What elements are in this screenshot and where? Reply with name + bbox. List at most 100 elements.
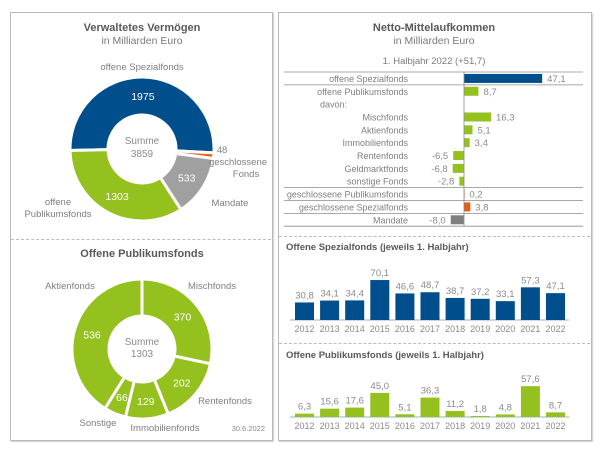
label-sonstige: Sonstige (80, 418, 117, 429)
slice-mischfonds (140, 277, 214, 366)
slice-value-mischfonds: 370 (174, 311, 192, 323)
x-tick-2016: 2016 (395, 421, 415, 431)
row-label-geldmarktfonds: Geldmarktfonds (344, 164, 408, 174)
bar-value-2015: 70,1 (371, 268, 390, 279)
bar-2012 (295, 413, 314, 417)
slice-value-sonstige: 66 (116, 392, 128, 404)
x-tick-2014: 2014 (345, 324, 365, 334)
x-tick-2021: 2021 (520, 324, 540, 334)
row-label-offene-publikumsfonds: offene Publikumsfonds (317, 87, 408, 97)
bar-sonstige-fonds (459, 176, 464, 186)
bar-offene-spezialfonds (464, 73, 543, 83)
bar-value-geschlossene-publikumsfonds: 0,2 (469, 190, 482, 201)
bar-2016 (395, 293, 415, 320)
label-offene-spezialfonds: offene Spezialfonds (100, 62, 184, 73)
publikum-history-chart: 6,3 2012 15,6 2013 17,6 2014 45,0 2015 5,1 2016 36… (290, 374, 569, 431)
x-tick-2022: 2022 (545, 324, 565, 334)
bar-value-2018: 38,7 (446, 286, 465, 297)
bar-2017 (420, 292, 440, 320)
row-label-mandate: Mandate (373, 215, 408, 225)
publikum-history-title: Offene Publikumsfonds (jeweils 1. Halbja… (286, 350, 484, 361)
bar-value-2012: 30,8 (295, 290, 314, 301)
bar-mandate (450, 215, 464, 225)
value-outside-geschlossene: 48 (217, 145, 228, 156)
verwaltetes-center-label: Summe (125, 136, 160, 147)
x-tick-2012: 2012 (294, 324, 314, 334)
bar-2018 (445, 411, 465, 417)
x-tick-2017: 2017 (420, 421, 440, 431)
bar-aktienfonds (464, 125, 473, 135)
bar-2013 (320, 408, 340, 417)
x-tick-2013: 2013 (320, 324, 340, 334)
bar-value-2022: 47,1 (546, 281, 565, 292)
bar-value-2012: 6,3 (298, 402, 311, 413)
bar-2014 (345, 300, 365, 320)
x-tick-2015: 2015 (370, 421, 390, 431)
slice-value-aktienfonds: 536 (83, 330, 101, 342)
verwaltetes-subtitle: in Milliarden Euro (101, 35, 182, 47)
bar-value-offene-publikumsfonds: 8,7 (483, 87, 496, 98)
right-divider-2 (279, 343, 590, 344)
slice-offene-spezialfonds (68, 75, 216, 155)
verwaltetes-title: Verwaltetes Vermögen (84, 22, 201, 34)
bar-value-2016: 5,1 (398, 402, 411, 413)
bar-2022 (546, 412, 565, 417)
bar-value-geldmarktfonds: -6,8 (431, 164, 447, 175)
row-label-aktienfonds: Aktienfonds (361, 125, 409, 135)
bar-value-2018: 11,2 (446, 399, 464, 410)
bar-value-2013: 34,1 (320, 289, 339, 300)
x-tick-2020: 2020 (495, 324, 515, 334)
bar-value-2017: 48,7 (421, 280, 440, 291)
spezial-history-chart: 30,8 2012 34,1 2013 34,4 2014 70,1 2015 46,6 2016… (290, 268, 569, 334)
bar-value-rentenfonds: -6,5 (432, 151, 448, 162)
bar-2013 (320, 300, 340, 320)
bar-mischfonds (464, 112, 492, 122)
row-label-sonstige-fonds: sonstige Fonds (347, 177, 409, 187)
label-rentenfonds: Rentenfonds (198, 396, 252, 407)
bar-geldmarktfonds (452, 163, 464, 173)
x-tick-2018: 2018 (445, 324, 465, 334)
slice-value-offene-spezialfonds: 1975 (131, 91, 155, 103)
bar-value-2014: 17,6 (345, 396, 364, 407)
bar-value-2021: 57,3 (521, 275, 540, 286)
bar-value-2019: 37,2 (471, 287, 490, 298)
bar-value-mandate: -8,0 (429, 215, 445, 226)
bar-2014 (345, 407, 365, 417)
bar-2020 (495, 301, 515, 320)
verwaltetes-center-value: 3859 (131, 149, 154, 160)
bar-2021 (520, 287, 540, 320)
bar-value-2020: 4,8 (499, 402, 512, 413)
bar-immobilienfonds (464, 138, 470, 148)
bar-value-2013: 15,6 (320, 397, 339, 408)
netto-title: Netto-Mittelaufkommen (373, 22, 496, 34)
x-tick-2019: 2019 (470, 421, 490, 431)
bar-2019 (470, 416, 490, 417)
netto-subtitle: in Milliarden Euro (393, 35, 474, 47)
x-tick-2022: 2022 (545, 421, 565, 431)
x-tick-2014: 2014 (345, 421, 365, 431)
right-divider-1 (279, 236, 590, 237)
row-label-geschlossene-publikumsfonds: geschlossene Publikumsfonds (287, 190, 409, 200)
row-label-davon: davon: (320, 100, 347, 110)
bar-2015 (370, 392, 390, 417)
bar-value-offene-spezialfonds: 47,1 (547, 74, 566, 85)
bar-value-2015: 45,0 (371, 381, 390, 392)
row-label-geschlossene-spezialfonds: geschlossene Spezialfonds (299, 202, 409, 212)
publikum-center-label: Summe (125, 337, 160, 348)
x-tick-2019: 2019 (470, 324, 490, 334)
verwaltetes-donut: 1975 533 1303 (68, 75, 216, 223)
slice-value-mandate: 533 (178, 172, 196, 184)
label-geschlossene-2: Fonds (233, 169, 260, 180)
label-publikum-2: Publikumsfonds (24, 209, 91, 220)
slice-offene-publikumsfonds (68, 148, 183, 223)
x-tick-2013: 2013 (320, 421, 340, 431)
x-tick-2015: 2015 (370, 324, 390, 334)
x-tick-2016: 2016 (395, 324, 415, 334)
bar-2012 (295, 302, 314, 320)
bar-value-2019: 1,8 (474, 404, 487, 415)
bar-value-2022: 8,7 (549, 400, 562, 411)
row-label-offene-spezialfonds: offene Spezialfonds (329, 74, 408, 84)
x-tick-2017: 2017 (420, 324, 440, 334)
label-geschlossene-1: geschlossene (209, 157, 267, 168)
